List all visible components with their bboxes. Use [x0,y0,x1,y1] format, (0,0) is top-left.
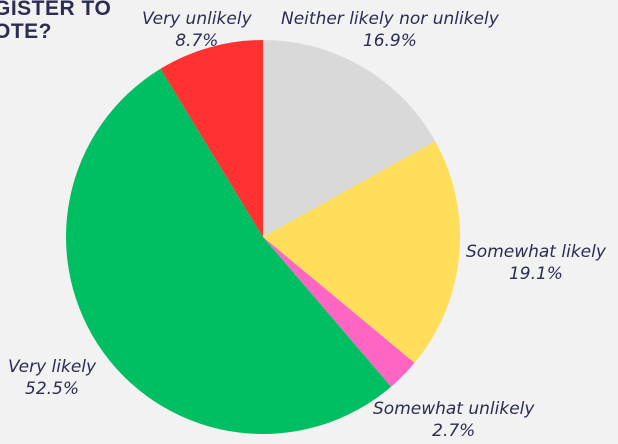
label-very-unlikely-name: Very unlikely [142,9,252,29]
chart-title-line-2: OTE? [0,20,52,43]
label-somewhat-likely-value: 19.1% [508,264,563,284]
label-neither-value: 16.9% [362,31,417,51]
label-neither: Neither likely nor unlikely 16.9% [281,8,499,52]
label-somewhat-likely-name: Somewhat likely [466,242,606,262]
label-very-likely-value: 52.5% [25,379,80,399]
pie-slice-very-unlikely [160,40,263,237]
chart-title-line-1: GISTER TO [0,0,112,20]
chart-title: GISTER TO OTE? [0,0,111,43]
label-somewhat-unlikely-name: Somewhat unlikely [373,399,535,419]
label-very-unlikely-value: 8.7% [175,31,219,51]
label-somewhat-unlikely-value: 2.7% [432,421,476,441]
label-very-unlikely: Very unlikely 8.7% [142,8,252,52]
label-neither-name: Neither likely nor unlikely [281,9,499,29]
label-very-likely-name: Very likely [8,357,97,377]
pie-slice-neither-likely-nor-unlikely [263,40,436,237]
pie-slice-somewhat-unlikely [263,237,415,387]
label-somewhat-likely: Somewhat likely 19.1% [466,241,606,285]
pie-slice-very-likely [66,68,392,434]
label-very-likely: Very likely 52.5% [8,356,96,400]
label-somewhat-unlikely: Somewhat unlikely 2.7% [373,398,534,442]
pie-slice-somewhat-likely [263,141,461,363]
